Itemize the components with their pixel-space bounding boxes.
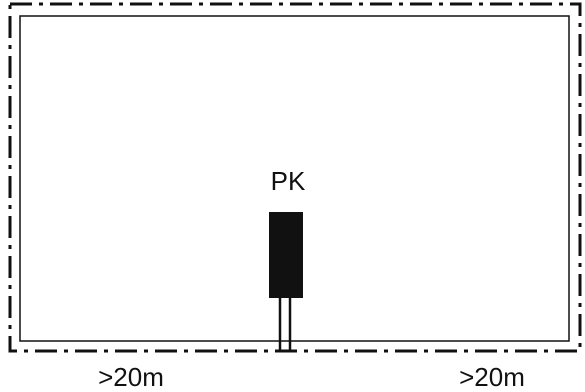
left-distance-label: >20m xyxy=(98,362,164,392)
pk-label: PK xyxy=(271,166,306,196)
inner-boundary xyxy=(19,15,570,342)
outer-boundary-dashdot xyxy=(8,2,582,353)
right-distance-label: >20m xyxy=(459,362,525,392)
pk-cabinet xyxy=(269,212,303,298)
